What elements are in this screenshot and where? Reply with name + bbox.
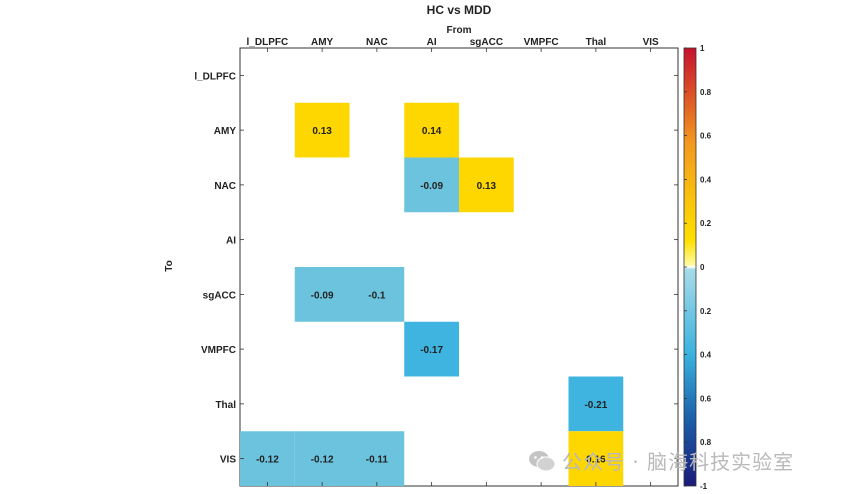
x-tick-label: sgACC (470, 37, 503, 48)
y-tick-labels: l_DLPFC AMY NAC AI sgACC VMPFC Thal VIS (194, 71, 236, 465)
colorbar-tick-label: 0 (700, 263, 705, 272)
y-tick-label: NAC (214, 181, 236, 192)
cell-value-label: -0.17 (420, 345, 443, 356)
colorbar-tick-label: 0.4 (700, 351, 712, 360)
heatmap-cell (568, 431, 624, 486)
heatmap-cell (568, 376, 624, 432)
x-tick-label: Thal (586, 37, 607, 48)
wechat-icon (529, 450, 556, 471)
y-tick-label: VMPFC (201, 345, 236, 356)
colorbar-tick-label: 0.8 (700, 88, 712, 97)
x-tick-label: VIS (643, 37, 659, 48)
heatmap-cell (294, 267, 350, 322)
cell-value-label: 0.14 (422, 126, 442, 137)
colorbar-tick-label: 0.2 (700, 219, 712, 228)
cell-value-label: -0.12 (311, 455, 334, 466)
x-tick-label: NAC (366, 37, 388, 48)
cell-value-label: -0.09 (311, 290, 334, 301)
x-tick-label: AI (427, 37, 437, 48)
colorbar-tick-labels: 1 0.8 0.6 0.4 0.2 0 0.2 0.4 0.6 0.8 -1 (684, 44, 712, 491)
colorbar-tick-label: 0.2 (700, 307, 712, 316)
heatmap-cell (294, 102, 350, 158)
cell-value-label: -0.1 (368, 290, 386, 301)
x-tick-label: l_DLPFC (247, 37, 289, 48)
y-tick-label: l_DLPFC (194, 71, 236, 82)
y-tick-label: VIS (220, 455, 236, 466)
watermark: 公众号 · 脑海科技实验室 (528, 446, 794, 475)
heatmap-cell (349, 267, 405, 322)
x-tick-labels: l_DLPFC AMY NAC AI sgACC VMPFC Thal VIS (247, 37, 659, 48)
heatmap-cell (404, 157, 459, 213)
cell-value-label: 0.16 (586, 455, 606, 466)
heatmap-cell (404, 321, 459, 377)
cell-value-label: -0.11 (366, 455, 389, 466)
heatmap-cell (294, 431, 350, 486)
heatmap-cells: 0.13 0.14 -0.09 0.13 -0.09 -0.1 -0.17 -0.21 -0.1… (240, 102, 624, 486)
colorbar-tick-label: 0.4 (700, 175, 712, 184)
colorbar-tick-label: 0.6 (700, 394, 712, 403)
cell-value-label: -0.09 (420, 181, 443, 192)
y-tick-label: AMY (214, 126, 237, 137)
cell-value-label: 0.13 (312, 126, 332, 137)
y-axis-label: To (164, 260, 175, 271)
y-tick-label: sgACC (203, 290, 236, 301)
x-tick-label: VMPFC (524, 37, 559, 48)
colorbar-tick-label: 1 (700, 44, 705, 53)
y-tick-label: Thal (215, 400, 236, 411)
colorbar-tick-label: -1 (700, 482, 708, 491)
heatmap-cell (240, 431, 295, 486)
cell-value-label: -0.12 (256, 455, 279, 466)
axis-tick-marks (240, 48, 678, 486)
cell-value-label: -0.21 (584, 400, 607, 411)
x-axis-label: From (447, 25, 472, 36)
chart-title: HC vs MDD (427, 3, 492, 17)
colorbar-tick-label: 0.6 (700, 132, 712, 141)
watermark-text: 公众号 · 脑海科技实验室 (562, 450, 795, 474)
heatmap-cell (349, 431, 405, 486)
colorbar-tick-label: 0.8 (700, 438, 712, 447)
heatmap-cell (404, 102, 459, 158)
y-tick-label: AI (226, 236, 236, 247)
heatmap-cell (459, 157, 514, 213)
cell-value-label: 0.13 (477, 181, 497, 192)
x-tick-label: AMY (311, 37, 334, 48)
